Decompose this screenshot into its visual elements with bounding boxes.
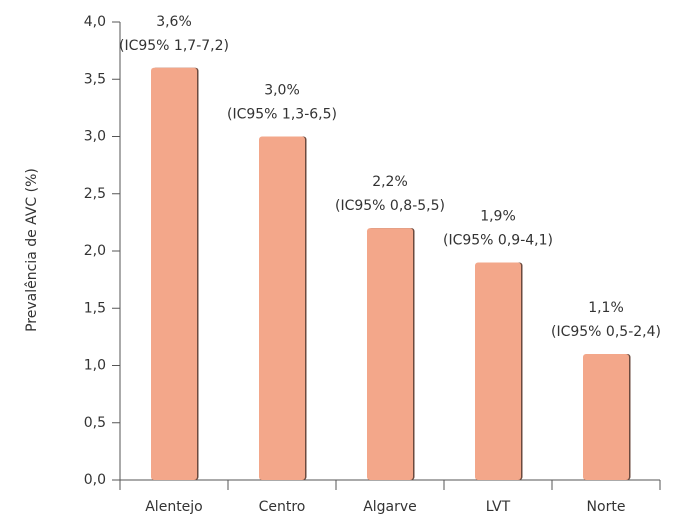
ci-label: (IC95% 0,5-2,4): [551, 324, 661, 340]
value-label: 1,9%: [480, 208, 516, 224]
ci-label: (IC95% 0,8-5,5): [335, 198, 445, 214]
ci-label: (IC95% 1,3-6,5): [227, 107, 337, 123]
y-tick-label: 1,0: [84, 358, 106, 374]
y-tick-label: 4,0: [84, 14, 106, 30]
y-tick-label: 2,5: [84, 186, 106, 202]
x-tick-label: Norte: [587, 499, 626, 515]
value-label: 2,2%: [372, 174, 408, 190]
value-label: 3,6%: [156, 14, 192, 30]
value-label: 1,1%: [588, 300, 624, 316]
y-tick-label: 0,5: [84, 415, 106, 431]
x-tick-label: LVT: [486, 499, 511, 515]
ci-label: (IC95% 1,7-7,2): [119, 38, 229, 54]
x-tick-label: Centro: [259, 499, 306, 515]
bar: [583, 354, 629, 480]
value-label: 3,0%: [264, 83, 300, 99]
y-tick-label: 0,0: [84, 472, 106, 488]
y-tick-label: 1,5: [84, 300, 106, 316]
bar: [367, 228, 413, 480]
ci-label: (IC95% 0,9-4,1): [443, 232, 553, 248]
y-tick-label: 3,0: [84, 129, 106, 145]
bar: [151, 67, 197, 481]
y-axis-label: Prevalência de AVC (%): [24, 168, 40, 332]
y-tick-label: 3,5: [84, 71, 106, 87]
y-tick-label: 2,0: [84, 243, 106, 259]
x-tick-label: Algarve: [363, 499, 417, 515]
x-tick-label: Alentejo: [145, 499, 203, 515]
bar: [259, 136, 305, 480]
bar: [475, 262, 521, 480]
